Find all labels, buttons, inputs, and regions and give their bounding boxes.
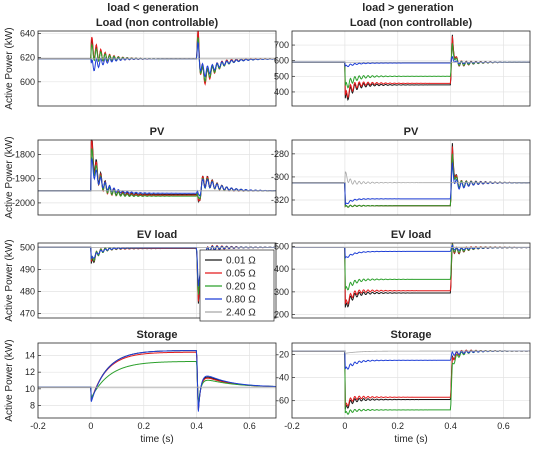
y-tick-label: 500 — [20, 242, 35, 252]
panels: 600 620 640 Load (non controllable) Active P… — [4, 17, 531, 445]
y-tick-label: -320 — [271, 195, 289, 205]
x-tick-label: 0.4 — [190, 421, 203, 431]
y-tick-label: 14 — [25, 351, 35, 361]
y-tick-label: 600 — [274, 56, 289, 66]
plot-frame — [291, 30, 531, 107]
plot-frame — [291, 342, 531, 419]
y-tick-label: 640 — [20, 28, 35, 38]
x-tick-label: 0.2 — [138, 421, 151, 431]
y-tick-label: -300 — [271, 172, 289, 182]
chart-panel: -280 -300 -320 PV — [271, 126, 531, 216]
plot-area — [38, 343, 276, 418]
series-line — [292, 350, 530, 354]
legend-label: 0.01 Ω — [226, 256, 256, 267]
plot-area — [38, 140, 276, 215]
chart-panel: 400 500 600 700 Load (non controllable) — [274, 17, 531, 107]
y-tick-label: -40 — [276, 373, 289, 383]
y-tick-label: 200 — [274, 310, 289, 320]
column-title-right: load > generation — [362, 2, 454, 14]
chart-panel: 8 10 12 14 Storage -0.2 0 0.2 0.4 0.6 time (s) Acti… — [4, 329, 277, 445]
y-tick-label: 500 — [274, 71, 289, 81]
panel-title: Load (non controllable) — [96, 17, 219, 29]
x-tick-label: 0.6 — [243, 421, 256, 431]
x-tick-label: -0.2 — [284, 421, 300, 431]
x-axis-label: time (s) — [394, 434, 427, 445]
y-tick-label: 10 — [25, 384, 35, 394]
plot-area — [292, 140, 530, 215]
x-tick-label: 0.6 — [497, 421, 510, 431]
y-tick-label: 12 — [25, 367, 35, 377]
chart-panel: -1800 -1900 -2000 PV Active Power (kW) — [4, 126, 277, 219]
legend-label: 0.20 Ω — [226, 282, 256, 293]
y-tick-label: -2000 — [12, 198, 35, 208]
y-tick-label: -1900 — [12, 174, 35, 184]
plot-area — [292, 31, 530, 106]
plot-frame — [37, 139, 277, 216]
y-tick-label: -280 — [271, 149, 289, 159]
column-title-left: load < generation — [107, 2, 199, 14]
plot-area — [292, 243, 530, 318]
chart-panel: 200 300 400 500 EV load — [274, 229, 531, 320]
y-tick-label: 8 — [30, 401, 35, 411]
panel-title: Storage — [137, 329, 178, 341]
plot-frame — [37, 30, 277, 107]
y-tick-label: -20 — [276, 350, 289, 360]
y-tick-label: 400 — [274, 264, 289, 274]
y-axis-label: Active Power (kW) — [4, 27, 15, 109]
chart-panel: 600 620 640 Load (non controllable) Active P… — [4, 17, 277, 110]
y-tick-label: 500 — [274, 241, 289, 251]
plot-frame — [37, 242, 277, 319]
plot-frame — [37, 342, 277, 419]
x-axis-label: time (s) — [140, 434, 173, 445]
panel-title: EV load — [391, 229, 431, 241]
y-tick-label: 620 — [20, 53, 35, 63]
y-tick-label: 490 — [20, 264, 35, 274]
x-tick-label: 0 — [88, 421, 93, 431]
y-tick-label: -60 — [276, 396, 289, 406]
y-tick-label: 700 — [274, 40, 289, 50]
x-tick-label: 0.4 — [444, 421, 457, 431]
panel-title: PV — [150, 126, 165, 138]
y-axis-label: Active Power (kW) — [4, 339, 15, 421]
plot-frame — [291, 139, 531, 216]
y-tick-label: 480 — [20, 287, 35, 297]
chart-panel: -20 -40 -60 Storage -0.2 0 0.2 0.4 0.6 time (s) — [276, 329, 531, 445]
panel-title: PV — [404, 126, 419, 138]
y-tick-label: 470 — [20, 309, 35, 319]
x-tick-label: 0.2 — [392, 421, 405, 431]
legend-label: 0.05 Ω — [226, 269, 256, 280]
series-line — [292, 171, 530, 185]
y-tick-label: 400 — [274, 87, 289, 97]
plot-area — [38, 31, 276, 106]
panel-title: Load (non controllable) — [350, 17, 473, 29]
y-tick-label: 600 — [20, 77, 35, 87]
y-tick-label: 300 — [274, 287, 289, 297]
plot-area — [292, 343, 530, 418]
y-axis-label: Active Power (kW) — [4, 136, 15, 218]
panel-title: EV load — [137, 229, 177, 241]
legend-label: 0.80 Ω — [226, 295, 256, 306]
legend-label: 2.40 Ω — [226, 308, 256, 319]
x-tick-label: -0.2 — [30, 421, 46, 431]
y-tick-label: -1800 — [12, 150, 35, 160]
legend: 0.01 Ω 0.05 Ω 0.20 Ω 0.80 Ω 2.40 Ω — [199, 249, 275, 322]
panel-title: Storage — [391, 329, 432, 341]
plot-frame — [291, 242, 531, 319]
y-axis-label: Active Power (kW) — [4, 239, 15, 321]
x-tick-label: 0 — [342, 421, 347, 431]
